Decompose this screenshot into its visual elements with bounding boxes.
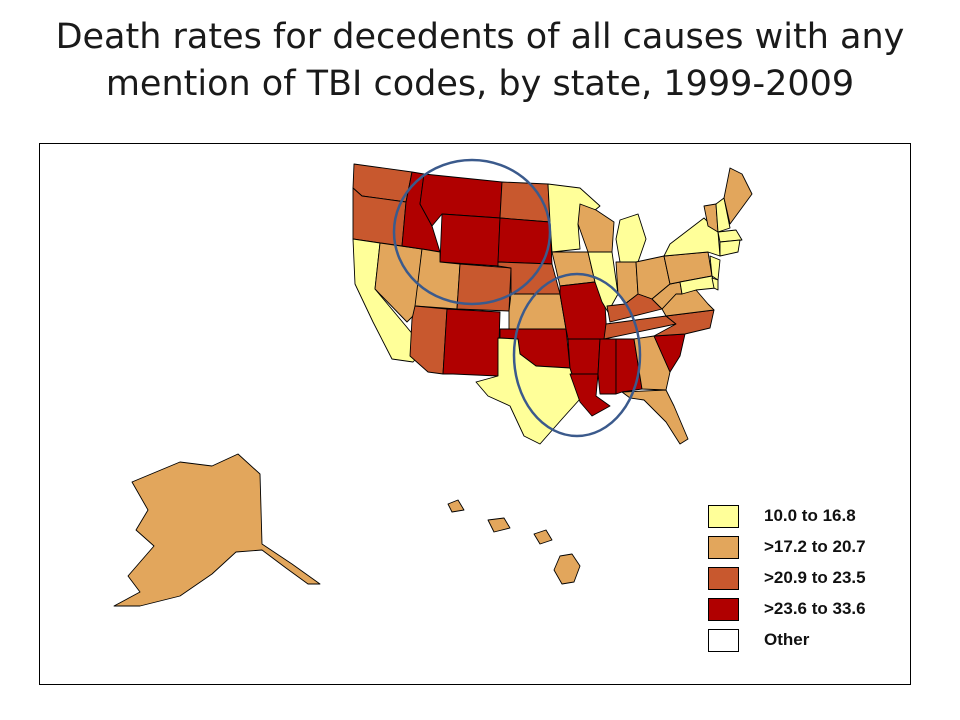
state-ma	[717, 229, 743, 243]
title-line-1: Death rates for decedents of all causes …	[55, 17, 905, 57]
legend-swatch-4	[708, 598, 739, 621]
highlight-circle-northern-plains	[392, 158, 552, 306]
state-tx	[475, 337, 581, 445]
state-ms	[597, 338, 617, 395]
legend-swatch-1	[708, 505, 739, 528]
legend-label-3: >20.9 to 23.5	[764, 568, 866, 587]
us-choropleth-map	[113, 158, 753, 607]
state-fl	[621, 389, 689, 445]
state-ar	[567, 338, 601, 375]
legend-label-1: 10.0 to 16.8	[764, 506, 856, 525]
state-wi	[577, 203, 615, 253]
state-ia	[551, 251, 596, 287]
state-me	[723, 167, 753, 225]
state-ct-ri	[719, 239, 741, 257]
legend-item-4: >23.6 to 33.6	[708, 595, 898, 626]
state-sd	[497, 217, 553, 265]
legend-label-2: >17.2 to 20.7	[764, 537, 866, 556]
title-line-2: mention of TBI codes, by state, 1999-200…	[105, 64, 855, 104]
map-frame: 10.0 to 16.8 >17.2 to 20.7 >20.9 to 23.5…	[39, 143, 911, 685]
state-hi-oahu	[487, 517, 511, 533]
legend-swatch-2	[708, 536, 739, 559]
state-nh	[715, 197, 731, 233]
state-ga	[633, 335, 671, 391]
state-md	[679, 275, 717, 295]
state-de	[711, 277, 719, 291]
legend-swatch-5	[708, 629, 739, 652]
state-wy	[439, 213, 501, 267]
legend-swatch-3	[708, 567, 739, 590]
legend-item-3: >20.9 to 23.5	[708, 564, 898, 595]
state-hi-big	[553, 553, 581, 585]
slide-title: Death rates for decedents of all causes …	[30, 14, 930, 108]
legend-item-1: 10.0 to 16.8	[708, 502, 898, 533]
state-nm	[442, 308, 501, 377]
state-al	[615, 338, 643, 395]
legend-label-5: Other	[764, 630, 810, 649]
state-ak	[113, 453, 321, 607]
state-hi-kauai	[447, 499, 465, 513]
state-mi	[615, 213, 647, 263]
state-hi-maui	[533, 529, 553, 545]
map-legend: 10.0 to 16.8 >17.2 to 20.7 >20.9 to 23.5…	[708, 502, 898, 657]
legend-item-2: >17.2 to 20.7	[708, 533, 898, 564]
state-az	[409, 305, 448, 375]
legend-item-5: Other	[708, 626, 898, 657]
legend-label-4: >23.6 to 33.6	[764, 599, 866, 618]
highlight-circle-south-central	[512, 272, 642, 438]
